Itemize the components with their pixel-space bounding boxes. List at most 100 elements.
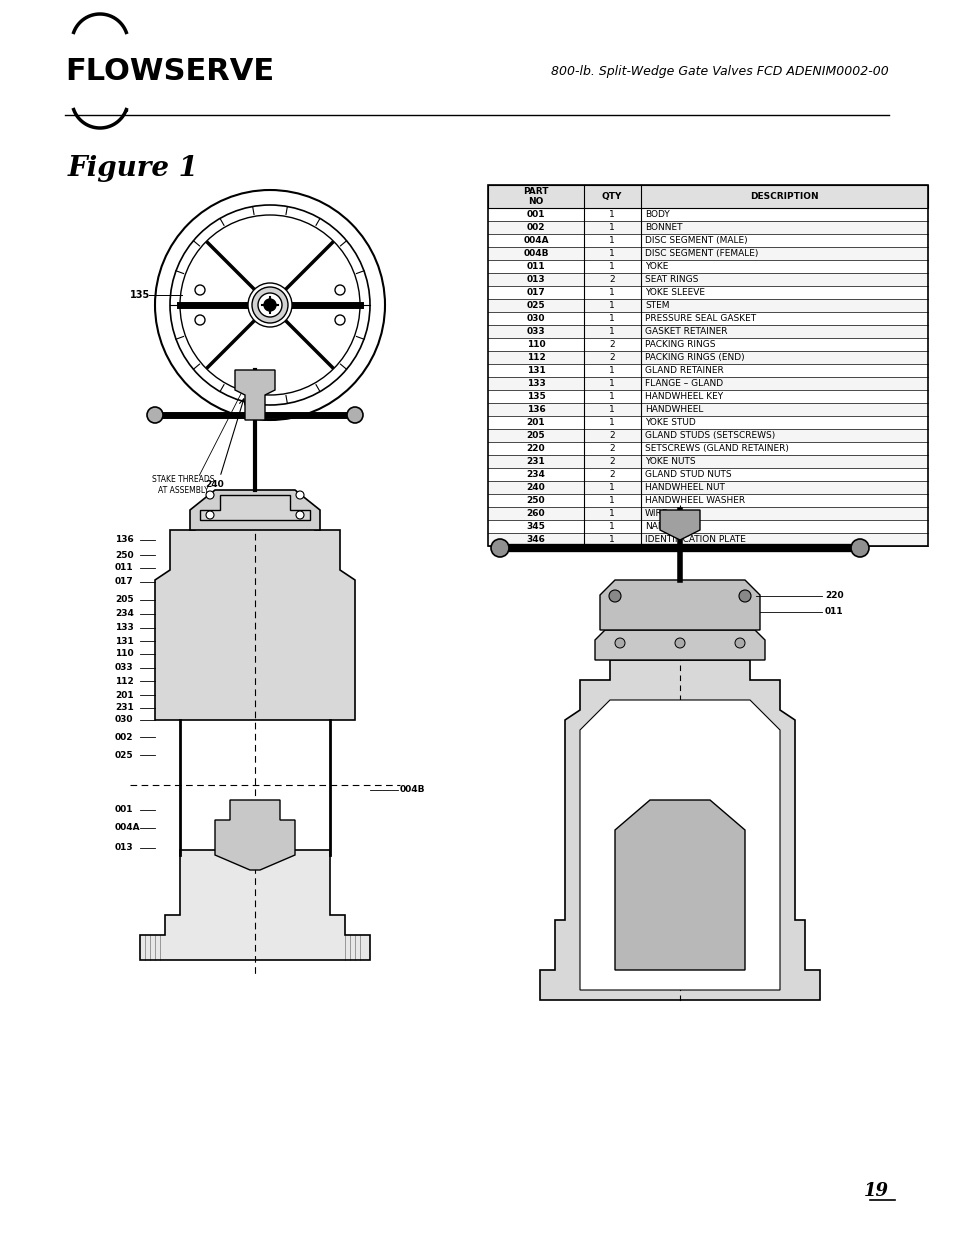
Text: 1: 1 <box>608 327 615 336</box>
Bar <box>488 404 927 416</box>
Text: 001: 001 <box>526 210 545 220</box>
Bar <box>488 261 927 273</box>
Text: 017: 017 <box>526 289 545 298</box>
Text: Figure 1: Figure 1 <box>68 156 198 182</box>
Bar <box>488 364 927 378</box>
Text: 136: 136 <box>526 405 545 415</box>
Text: PACKING RINGS (END): PACKING RINGS (END) <box>644 353 744 362</box>
Text: 800-lb. Split-Wedge Gate Valves FCD ADENIM0002-00: 800-lb. Split-Wedge Gate Valves FCD ADEN… <box>551 65 888 79</box>
Circle shape <box>675 638 684 648</box>
Circle shape <box>252 287 288 324</box>
Text: STAKE THREADS
AT ASSEMBLY: STAKE THREADS AT ASSEMBLY <box>152 475 214 495</box>
Polygon shape <box>539 659 820 1000</box>
Text: 033: 033 <box>526 327 545 336</box>
Text: HANDWHEEL: HANDWHEEL <box>644 405 702 415</box>
Bar <box>488 456 927 468</box>
Text: 201: 201 <box>526 419 545 427</box>
Text: 011: 011 <box>115 563 133 573</box>
Bar <box>488 209 927 221</box>
Text: 1: 1 <box>608 210 615 220</box>
Text: 2: 2 <box>609 445 614 453</box>
Circle shape <box>295 511 304 519</box>
Text: HANDWHEEL KEY: HANDWHEEL KEY <box>644 393 722 401</box>
Bar <box>488 442 927 456</box>
Bar <box>488 221 927 235</box>
Text: 133: 133 <box>526 379 545 388</box>
Circle shape <box>264 299 275 311</box>
Text: 131: 131 <box>526 367 545 375</box>
Text: FLANGE – GLAND: FLANGE – GLAND <box>644 379 722 388</box>
Text: DISC SEGMENT (MALE): DISC SEGMENT (MALE) <box>644 236 747 246</box>
Bar <box>488 494 927 508</box>
Circle shape <box>335 285 345 295</box>
Circle shape <box>147 408 163 424</box>
Polygon shape <box>234 370 274 420</box>
Text: 004A: 004A <box>115 824 140 832</box>
Bar <box>488 325 927 338</box>
Circle shape <box>257 293 282 317</box>
Text: 011: 011 <box>526 262 545 272</box>
Text: 112: 112 <box>115 677 133 685</box>
Text: 1: 1 <box>608 509 615 519</box>
Text: 2: 2 <box>609 275 614 284</box>
Text: 2: 2 <box>609 457 614 467</box>
Text: 1: 1 <box>608 419 615 427</box>
Text: QTY: QTY <box>601 193 621 201</box>
Text: 220: 220 <box>824 592 842 600</box>
Text: DESCRIPTION: DESCRIPTION <box>749 193 818 201</box>
Bar <box>488 299 927 312</box>
Text: 017: 017 <box>115 578 133 587</box>
Text: 346: 346 <box>526 536 545 545</box>
Text: 004B: 004B <box>522 249 548 258</box>
Text: 011: 011 <box>824 608 842 616</box>
Text: 002: 002 <box>526 224 545 232</box>
Text: 250: 250 <box>526 496 545 505</box>
Text: WIRE: WIRE <box>644 509 668 519</box>
Text: 136: 136 <box>115 536 133 545</box>
Text: 205: 205 <box>526 431 545 441</box>
Text: 1: 1 <box>608 483 615 493</box>
Text: 2: 2 <box>609 353 614 362</box>
Text: 135: 135 <box>526 393 545 401</box>
Polygon shape <box>154 520 355 720</box>
Text: 1: 1 <box>608 249 615 258</box>
Bar <box>488 352 927 364</box>
Text: 1: 1 <box>608 496 615 505</box>
Text: YOKE SLEEVE: YOKE SLEEVE <box>644 289 704 298</box>
Text: 1: 1 <box>608 289 615 298</box>
Bar <box>488 390 927 404</box>
Bar <box>488 378 927 390</box>
Text: 004A: 004A <box>522 236 548 246</box>
Text: 1: 1 <box>608 301 615 310</box>
Text: YOKE STUD: YOKE STUD <box>644 419 695 427</box>
Text: 013: 013 <box>115 844 133 852</box>
Text: 1: 1 <box>608 367 615 375</box>
Circle shape <box>850 538 868 557</box>
Text: 2: 2 <box>609 431 614 441</box>
Bar <box>488 468 927 482</box>
Text: 2: 2 <box>609 341 614 350</box>
Text: BONNET: BONNET <box>644 224 681 232</box>
Polygon shape <box>140 850 370 960</box>
Text: 030: 030 <box>526 315 545 324</box>
Text: 133: 133 <box>115 624 133 632</box>
Text: 025: 025 <box>526 301 545 310</box>
Text: HANDWHEEL NUT: HANDWHEEL NUT <box>644 483 724 493</box>
Circle shape <box>739 590 750 601</box>
Circle shape <box>194 285 205 295</box>
Text: IDENTIFICATION PLATE: IDENTIFICATION PLATE <box>644 536 745 545</box>
Bar <box>488 273 927 287</box>
Text: 131: 131 <box>115 636 133 646</box>
Text: 001: 001 <box>115 805 133 815</box>
Text: 240: 240 <box>206 480 224 489</box>
Polygon shape <box>599 580 760 630</box>
Text: 1: 1 <box>608 536 615 545</box>
Circle shape <box>615 638 624 648</box>
Text: 030: 030 <box>115 715 133 725</box>
Text: STEM: STEM <box>644 301 669 310</box>
Polygon shape <box>615 800 744 969</box>
Text: 110: 110 <box>115 650 133 658</box>
Text: 1: 1 <box>608 224 615 232</box>
Text: GLAND RETAINER: GLAND RETAINER <box>644 367 723 375</box>
Text: GLAND STUD NUTS: GLAND STUD NUTS <box>644 471 731 479</box>
